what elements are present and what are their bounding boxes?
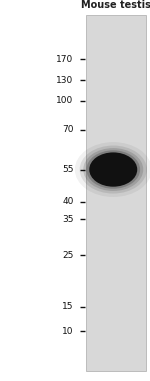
Text: 25: 25: [62, 251, 74, 260]
FancyBboxPatch shape: [86, 15, 146, 371]
Ellipse shape: [86, 150, 140, 189]
Text: 70: 70: [62, 125, 74, 134]
Text: 100: 100: [56, 96, 74, 106]
Ellipse shape: [80, 146, 147, 194]
Text: 130: 130: [56, 75, 74, 85]
Text: 35: 35: [62, 215, 74, 224]
Text: 40: 40: [62, 197, 74, 207]
Text: 10: 10: [62, 327, 74, 336]
Text: 55: 55: [62, 165, 74, 174]
Text: 15: 15: [62, 302, 74, 311]
Ellipse shape: [75, 142, 150, 197]
Text: 170: 170: [56, 54, 74, 64]
Ellipse shape: [83, 148, 143, 191]
Text: Mouse testis: Mouse testis: [81, 0, 150, 10]
Ellipse shape: [89, 152, 137, 187]
